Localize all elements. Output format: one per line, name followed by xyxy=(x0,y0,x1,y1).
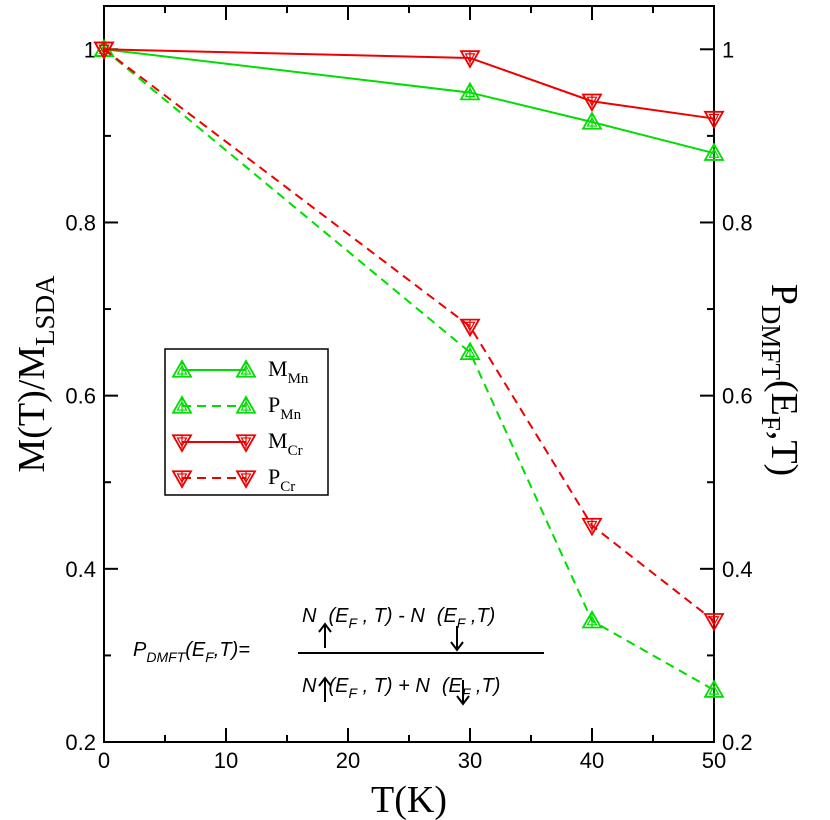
y-axis-title-right: PDMFT(EF,T) xyxy=(756,284,805,476)
formula-denominator: N (EF , T) + N (EF ,T) xyxy=(302,675,500,701)
data-point-P-Mn xyxy=(703,679,725,698)
data-point-M-Cr xyxy=(703,110,725,130)
axis-ticks: 0 10 20 30 40 500.2 0.20.4 0.40.6 0.60.8 0.81 1 xyxy=(65,6,753,773)
y-tick-label-right: 0.2 xyxy=(722,730,753,755)
data-point-P-Cr xyxy=(703,613,725,632)
x-tick-label: 10 xyxy=(214,748,238,773)
y-tick-label-right: 0.8 xyxy=(722,210,753,235)
y-tick-label-left: 1 xyxy=(84,37,96,62)
series-line-M-Cr xyxy=(103,48,715,120)
y-tick-label-right: 0.4 xyxy=(722,557,753,582)
spin-up-arrow-icon xyxy=(318,622,332,648)
x-tick-label: 40 xyxy=(580,748,604,773)
data-point-P-Mn xyxy=(581,609,603,629)
formula-numerator: N (EF , T) - N (EF ,T) xyxy=(302,605,495,631)
series-layer xyxy=(93,38,725,698)
data-point-P-Mn xyxy=(459,341,481,361)
legend: MMn PMn MCr PCr xyxy=(164,348,329,496)
data-point-M-Mn xyxy=(459,81,481,101)
series-line-P-Cr xyxy=(103,48,715,622)
x-tick-label: 30 xyxy=(458,748,482,773)
spin-down-arrow-icon xyxy=(456,680,470,706)
legend-entries: MMn PMn MCr PCr xyxy=(171,356,309,495)
data-point-P-Cr xyxy=(93,41,115,61)
legend-label: MCr xyxy=(268,428,303,459)
legend-marker xyxy=(171,359,193,378)
x-tick-label: 50 xyxy=(702,748,726,773)
data-point-P-Cr xyxy=(459,318,481,338)
x-tick-label: 0 xyxy=(98,748,110,773)
legend-label: PCr xyxy=(268,464,295,495)
y-tick-label-left: 0.6 xyxy=(65,384,96,409)
formula-annotation: PDMFT(EF,T)= N (EF , T) - N (EF ,T) N (EF ,… xyxy=(133,605,544,706)
y-tick-label-left: 0.4 xyxy=(65,557,96,582)
legend-marker xyxy=(235,434,257,453)
y-tick-label-left: 0.2 xyxy=(65,730,96,755)
y-axis-title-left: M(T)/MLSDA xyxy=(11,275,60,473)
legend-marker xyxy=(171,470,193,489)
series-line-P-Mn xyxy=(103,48,715,691)
spin-down-arrow-icon xyxy=(450,626,464,652)
y-tick-label-left: 0.8 xyxy=(65,210,96,235)
series-line-M-Mn xyxy=(103,48,715,155)
legend-marker xyxy=(235,395,257,414)
y-tick-label-right: 0.6 xyxy=(722,384,753,409)
data-point-P-Cr xyxy=(581,517,603,537)
legend-label: PMn xyxy=(268,392,302,423)
y-tick-label-right: 1 xyxy=(722,37,734,62)
legend-marker xyxy=(235,470,257,489)
spin-up-arrow-icon xyxy=(318,676,332,702)
data-point-M-Mn xyxy=(581,111,603,130)
data-point-M-Mn xyxy=(703,142,725,161)
data-point-M-Cr xyxy=(581,93,603,113)
x-tick-label: 20 xyxy=(336,748,360,773)
data-point-M-Cr xyxy=(459,50,481,69)
formula-lhs: PDMFT(EF,T)= xyxy=(133,639,250,665)
x-axis-title: T(K) xyxy=(371,779,447,820)
legend-marker xyxy=(235,359,257,378)
legend-label: MMn xyxy=(268,356,309,387)
legend-marker xyxy=(171,434,193,453)
legend-marker xyxy=(171,395,193,414)
